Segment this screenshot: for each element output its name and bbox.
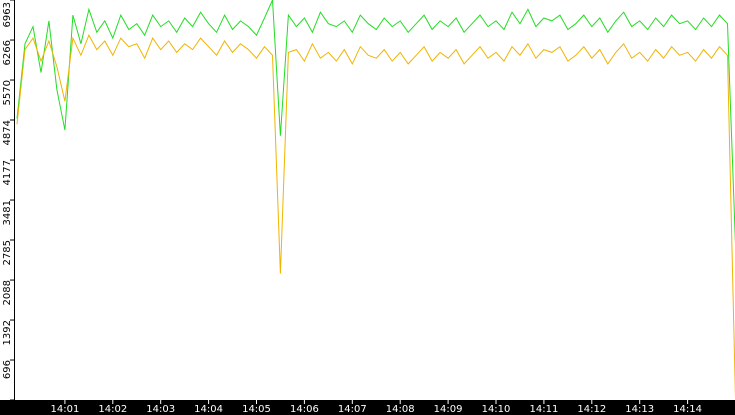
x-tick-label: 14:04 — [194, 404, 223, 415]
y-tick-label: 0 — [2, 400, 13, 406]
y-tick-label: 2088 — [2, 280, 13, 305]
x-tick-label: 14:01 — [50, 404, 79, 415]
series-line — [16, 0, 735, 245]
x-tick-label: 14:03 — [146, 404, 175, 415]
x-axis-bar — [0, 400, 735, 415]
x-tick-label: 14:05 — [242, 404, 271, 415]
y-tick-label: 6963 — [2, 2, 13, 27]
y-tick-label: 4177 — [2, 160, 13, 185]
x-tick-label: 14:12 — [577, 404, 606, 415]
x-tick-label: 14:11 — [529, 404, 558, 415]
y-tick-label: 2785 — [2, 240, 13, 265]
x-tick-label: 14:09 — [434, 404, 463, 415]
y-tick-label: 4874 — [2, 120, 13, 145]
x-tick-label: 14:06 — [290, 404, 319, 415]
y-tick-label: 1392 — [2, 320, 13, 345]
y-tick-label: 6266 — [2, 40, 13, 65]
x-tick-label: 14:10 — [482, 404, 511, 415]
x-tick-label: 14:02 — [98, 404, 127, 415]
x-tick-label: 14:08 — [386, 404, 415, 415]
y-tick-label: 696 — [2, 360, 13, 379]
x-tick-label: 14:14 — [673, 404, 702, 415]
x-tick-label: 14:13 — [625, 404, 654, 415]
x-tick-label: 14:07 — [338, 404, 367, 415]
y-tick-label: 3481 — [2, 200, 13, 225]
series-line — [16, 34, 735, 401]
y-tick-label: 5570 — [2, 80, 13, 105]
